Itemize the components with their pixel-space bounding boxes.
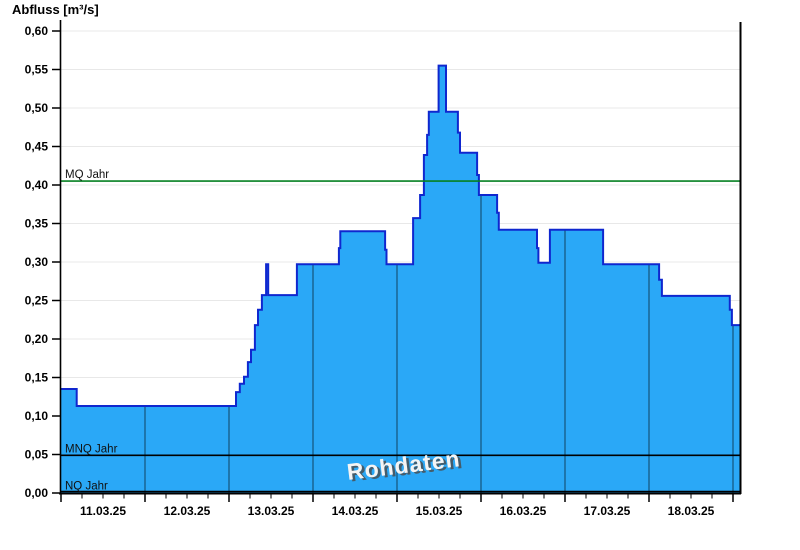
y-tick-label: 0,45 (25, 140, 49, 154)
y-tick-label: 0,50 (25, 101, 49, 115)
y-tick-label: 0,15 (25, 371, 49, 385)
x-tick-label: 16.03.25 (500, 504, 547, 518)
y-tick-label: 0,20 (25, 332, 49, 346)
y-axis-ticks: 0,00 0,05 0,10 0,15 0,20 0,25 0,30 0,35 0,40 0,45… (25, 24, 60, 500)
x-tick-label: 18.03.25 (668, 504, 715, 518)
x-tick-label: 17.03.25 (584, 504, 631, 518)
ref-label-mq-jahr: MQ Jahr (65, 169, 109, 181)
x-tick-label: 11.03.25 (80, 504, 126, 518)
series-area-rohdaten (61, 65, 741, 493)
y-tick-label: 0,35 (25, 217, 49, 231)
y-tick-label: 0,60 (25, 24, 49, 38)
axes (59, 20, 742, 495)
series-outline (61, 64, 741, 407)
y-tick-label: 0,40 (25, 178, 49, 192)
y-tick-label: 0,05 (25, 448, 49, 462)
y-tick-label: 0,10 (25, 409, 49, 423)
y-tick-label: 0,55 (25, 63, 49, 77)
x-tick-label: 14.03.25 (332, 504, 379, 518)
ref-label-nq-jahr: NQ Jahr (65, 481, 108, 493)
chart-title: Abfluss [m³/s] (12, 2, 99, 17)
x-axis-ticks: 11.03.25 12.03.25 13.03.25 14.03.25 15.03.25… (60, 494, 734, 518)
x-tick-label: 12.03.25 (164, 504, 211, 518)
y-tick-label: 0,25 (25, 294, 49, 308)
x-tick-label: 15.03.25 (416, 504, 463, 518)
y-tick-label: 0,30 (25, 255, 49, 269)
ref-label-mnq-jahr: MNQ Jahr (65, 443, 118, 455)
y-tick-label: 0,00 (25, 486, 49, 500)
x-tick-label: 13.03.25 (248, 504, 295, 518)
